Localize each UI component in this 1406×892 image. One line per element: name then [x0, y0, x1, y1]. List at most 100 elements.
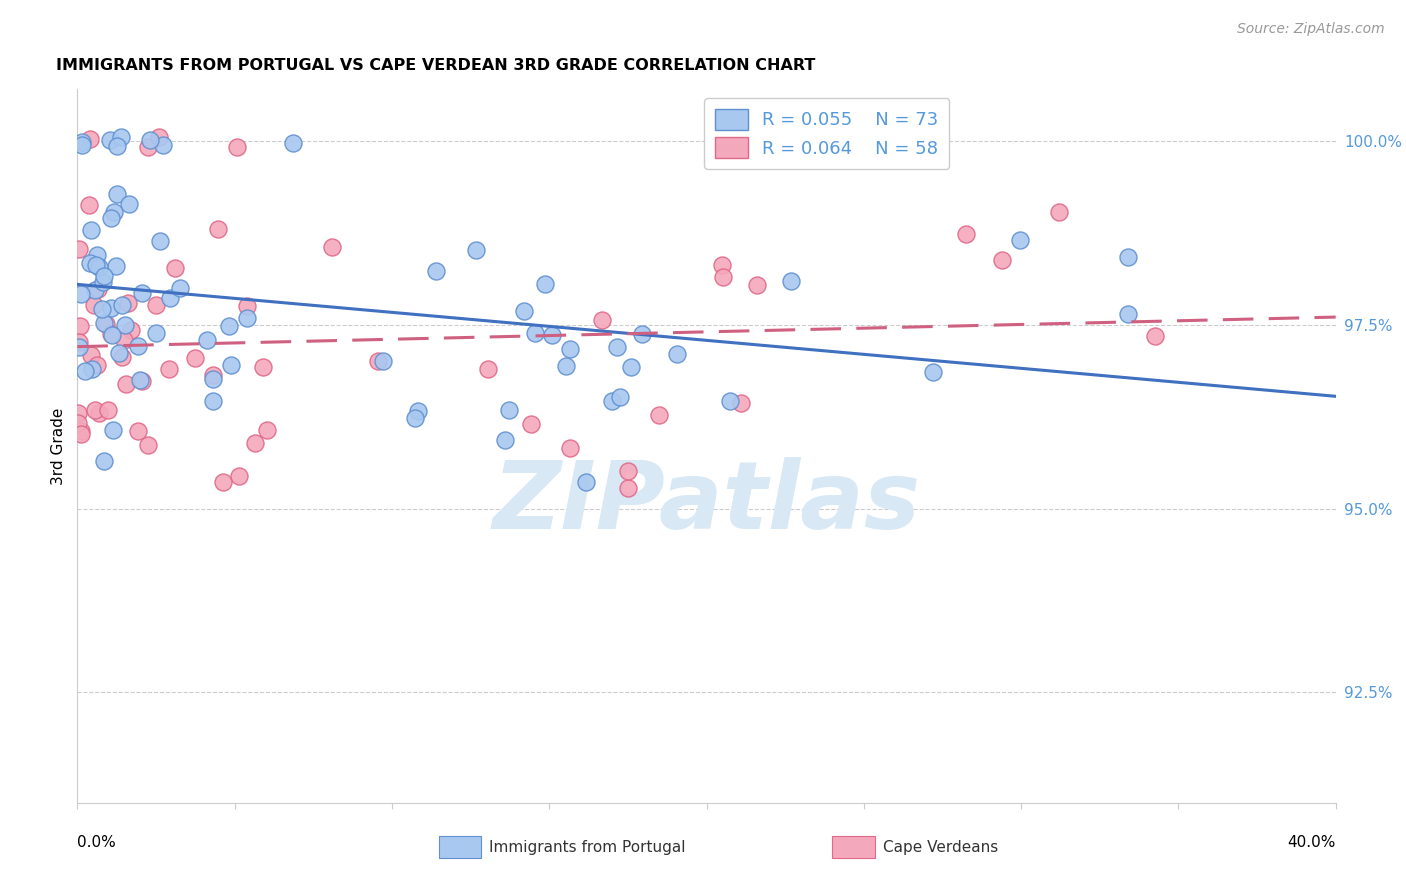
Point: [93, 454, 115, 468]
Text: Immigrants from Portugal: Immigrants from Portugal: [489, 840, 686, 855]
Point: [711, 258, 734, 272]
Point: [558, 342, 581, 356]
Point: [129, 373, 152, 387]
Point: [84, 283, 107, 297]
Point: [184, 351, 207, 366]
Point: [127, 425, 149, 439]
Point: [283, 136, 305, 151]
Point: [494, 433, 516, 447]
Point: [149, 234, 172, 248]
Point: [195, 334, 218, 348]
Point: [108, 346, 131, 360]
Point: [66, 416, 89, 430]
Point: [77, 198, 100, 212]
Point: [157, 362, 180, 376]
Point: [145, 298, 167, 312]
Point: [648, 408, 671, 422]
Point: [477, 361, 499, 376]
Point: [75, 363, 97, 377]
Point: [519, 417, 541, 431]
Point: [1143, 329, 1166, 343]
Text: ZIPatlas: ZIPatlas: [492, 457, 921, 549]
Point: [100, 211, 122, 225]
Point: [118, 197, 141, 211]
Point: [600, 394, 623, 409]
Point: [82, 362, 104, 376]
Point: [202, 372, 225, 386]
Point: [91, 302, 114, 317]
Point: [112, 333, 135, 347]
Point: [616, 464, 638, 478]
Point: [631, 326, 654, 341]
Point: [591, 313, 613, 327]
Point: [131, 374, 153, 388]
Text: 40.0%: 40.0%: [1288, 836, 1336, 850]
Point: [169, 280, 191, 294]
Point: [666, 347, 689, 361]
Point: [86, 358, 108, 372]
Point: [425, 264, 447, 278]
Point: [83, 297, 105, 311]
Point: [163, 261, 186, 276]
Point: [243, 436, 266, 450]
Point: [67, 335, 90, 350]
Point: [67, 341, 90, 355]
Point: [136, 438, 159, 452]
Point: [212, 475, 235, 489]
Point: [117, 296, 139, 310]
Point: [779, 274, 801, 288]
Point: [70, 138, 93, 153]
Point: [554, 359, 576, 373]
Point: [101, 423, 124, 437]
Text: 0.0%: 0.0%: [77, 836, 117, 850]
Point: [219, 358, 242, 372]
Point: [145, 326, 167, 340]
Point: [225, 140, 247, 154]
Point: [70, 287, 93, 301]
Point: [990, 252, 1012, 267]
Point: [256, 423, 278, 437]
Point: [100, 327, 122, 342]
Y-axis label: 3rd Grade: 3rd Grade: [51, 408, 66, 484]
Point: [1047, 205, 1070, 219]
Point: [1116, 250, 1139, 264]
Point: [152, 138, 174, 153]
Point: [66, 406, 89, 420]
Point: [371, 354, 394, 368]
Legend: R = 0.055    N = 73, R = 0.064    N = 58: R = 0.055 N = 73, R = 0.064 N = 58: [704, 98, 949, 169]
Point: [711, 269, 734, 284]
Point: [136, 140, 159, 154]
Point: [67, 242, 90, 256]
Point: [921, 365, 943, 379]
Point: [131, 285, 153, 300]
Point: [1008, 233, 1031, 247]
Point: [91, 275, 114, 289]
Point: [127, 339, 149, 353]
Point: [236, 310, 259, 325]
Point: [70, 135, 93, 149]
Point: [513, 304, 536, 318]
Point: [228, 468, 250, 483]
Point: [730, 395, 752, 409]
Point: [79, 132, 101, 146]
Point: [404, 411, 426, 425]
Point: [93, 268, 115, 283]
Point: [408, 404, 430, 418]
Point: [1116, 307, 1139, 321]
Point: [97, 403, 120, 417]
Point: [745, 277, 768, 292]
Point: [252, 360, 274, 375]
Point: [120, 322, 142, 336]
Point: [84, 403, 107, 417]
Point: [80, 348, 103, 362]
Point: [86, 248, 108, 262]
Point: [617, 481, 640, 495]
Point: [114, 377, 136, 392]
Point: [236, 299, 259, 313]
Point: [321, 240, 343, 254]
Point: [100, 301, 122, 316]
Point: [609, 390, 631, 404]
Point: [105, 186, 128, 201]
Point: [98, 133, 121, 147]
Point: [498, 402, 520, 417]
